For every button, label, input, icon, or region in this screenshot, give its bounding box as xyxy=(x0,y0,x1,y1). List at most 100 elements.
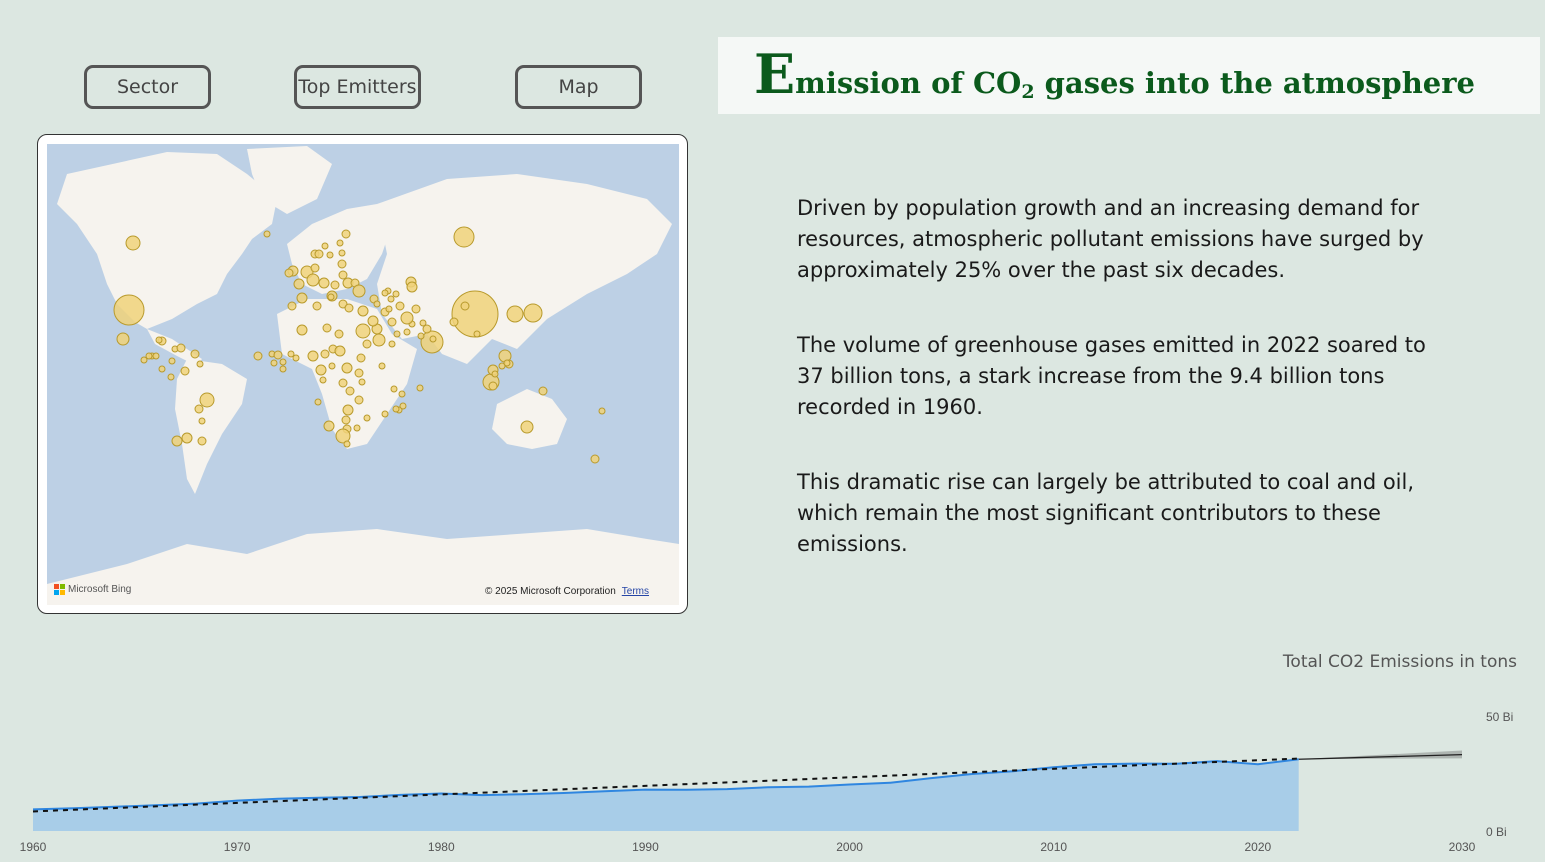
emission-bubble[interactable] xyxy=(296,292,308,304)
emission-bubble[interactable] xyxy=(373,300,381,308)
emission-bubble[interactable] xyxy=(354,368,364,378)
emission-bubble[interactable] xyxy=(321,242,329,250)
emission-bubble[interactable] xyxy=(344,303,354,313)
emission-bubble[interactable] xyxy=(152,352,160,360)
emission-bubble[interactable] xyxy=(356,353,366,363)
emission-bubble[interactable] xyxy=(367,315,379,327)
emission-bubble[interactable] xyxy=(390,385,398,393)
emission-bubble[interactable] xyxy=(198,417,206,425)
emission-bubble[interactable] xyxy=(453,226,475,248)
emission-bubble[interactable] xyxy=(392,405,400,413)
emission-bubble[interactable] xyxy=(279,358,287,366)
emission-bubble[interactable] xyxy=(334,345,346,357)
emission-bubble[interactable] xyxy=(345,386,355,396)
emission-bubble[interactable] xyxy=(388,340,396,348)
emission-bubble[interactable] xyxy=(279,365,287,373)
emission-bubble[interactable] xyxy=(306,273,320,287)
emission-bubble[interactable] xyxy=(322,323,332,333)
emission-bubble[interactable] xyxy=(326,251,334,259)
emission-bubble[interactable] xyxy=(449,317,459,327)
emission-bubble[interactable] xyxy=(451,290,499,338)
emission-bubble[interactable] xyxy=(293,278,305,290)
emission-bubble[interactable] xyxy=(395,301,405,311)
emission-bubble[interactable] xyxy=(190,349,200,359)
emission-bubble[interactable] xyxy=(328,362,336,370)
emission-bubble[interactable] xyxy=(315,364,327,376)
emission-bubble[interactable] xyxy=(287,350,295,358)
emission-bubble[interactable] xyxy=(284,268,294,278)
emission-bubble[interactable] xyxy=(503,359,511,367)
emission-bubble[interactable] xyxy=(181,432,193,444)
emission-bubble[interactable] xyxy=(419,319,427,327)
emission-bubble[interactable] xyxy=(310,263,320,273)
emission-bubble[interactable] xyxy=(381,289,389,297)
emission-bubble[interactable] xyxy=(341,415,351,425)
top-emitters-button[interactable]: Top Emitters xyxy=(294,65,421,109)
emission-bubble[interactable] xyxy=(171,435,183,447)
emission-bubble[interactable] xyxy=(318,277,330,289)
emission-bubble[interactable] xyxy=(113,294,145,326)
emission-bubble[interactable] xyxy=(334,329,344,339)
emission-bubble[interactable] xyxy=(411,304,421,314)
emission-bubble[interactable] xyxy=(341,229,351,239)
emission-bubble[interactable] xyxy=(196,360,204,368)
emission-bubble[interactable] xyxy=(125,235,141,251)
emission-bubble[interactable] xyxy=(155,336,163,344)
world-map[interactable]: Microsoft Bing © 2025 Microsoft Corporat… xyxy=(47,144,679,605)
emission-bubble[interactable] xyxy=(357,305,369,317)
emission-bubble[interactable] xyxy=(335,428,351,444)
emission-bubble[interactable] xyxy=(327,293,335,301)
emission-bubble[interactable] xyxy=(498,362,506,370)
emission-bubble[interactable] xyxy=(116,332,130,346)
emission-bubble[interactable] xyxy=(330,280,340,290)
emission-bubble[interactable] xyxy=(296,324,308,336)
emission-bubble[interactable] xyxy=(378,362,386,370)
emission-bubble[interactable] xyxy=(263,230,271,238)
emission-bubble[interactable] xyxy=(338,378,348,388)
terms-link[interactable]: Terms xyxy=(621,586,649,597)
emission-bubble[interactable] xyxy=(362,339,372,349)
emission-bubble[interactable] xyxy=(520,420,534,434)
emission-bubble[interactable] xyxy=(506,305,524,323)
emission-bubble[interactable] xyxy=(393,330,401,338)
emission-bubble[interactable] xyxy=(417,332,425,340)
emission-bubble[interactable] xyxy=(523,303,543,323)
emission-bubble[interactable] xyxy=(353,424,361,432)
emission-bubble[interactable] xyxy=(176,343,186,353)
emission-bubble[interactable] xyxy=(422,324,432,334)
emission-bubble[interactable] xyxy=(292,354,300,362)
emission-bubble[interactable] xyxy=(387,317,397,327)
emission-bubble[interactable] xyxy=(273,350,283,360)
emission-bubble[interactable] xyxy=(473,330,481,338)
emission-bubble[interactable] xyxy=(341,362,353,374)
emission-bubble[interactable] xyxy=(406,281,418,293)
emission-bubble[interactable] xyxy=(387,295,395,303)
emission-bubble[interactable] xyxy=(429,335,437,343)
emission-bubble[interactable] xyxy=(491,370,499,378)
emission-bubble[interactable] xyxy=(319,376,327,384)
emission-bubble[interactable] xyxy=(270,359,278,367)
emission-bubble[interactable] xyxy=(314,398,322,406)
emission-bubble[interactable] xyxy=(399,402,407,410)
emission-bubble[interactable] xyxy=(307,350,319,362)
emission-bubble[interactable] xyxy=(590,454,600,464)
emission-bubble[interactable] xyxy=(180,366,190,376)
emission-bubble[interactable] xyxy=(287,301,297,311)
emission-bubble[interactable] xyxy=(336,239,344,247)
emission-bubble[interactable] xyxy=(253,351,263,361)
emission-bubble[interactable] xyxy=(385,305,393,313)
emission-bubble[interactable] xyxy=(145,352,153,360)
emission-bubble[interactable] xyxy=(358,378,366,386)
emission-bubble[interactable] xyxy=(460,301,470,311)
emission-bubble[interactable] xyxy=(392,290,400,298)
emission-bubble[interactable] xyxy=(320,349,330,359)
emission-bubble[interactable] xyxy=(416,384,424,392)
emission-bubble[interactable] xyxy=(372,333,386,347)
emission-bubble[interactable] xyxy=(199,392,215,408)
emission-bubble[interactable] xyxy=(338,270,348,280)
emission-bubble[interactable] xyxy=(338,249,346,257)
emission-bubble[interactable] xyxy=(352,284,366,298)
emission-bubble[interactable] xyxy=(342,404,354,416)
emission-bubble[interactable] xyxy=(363,414,371,422)
emission-bubble[interactable] xyxy=(398,390,406,398)
